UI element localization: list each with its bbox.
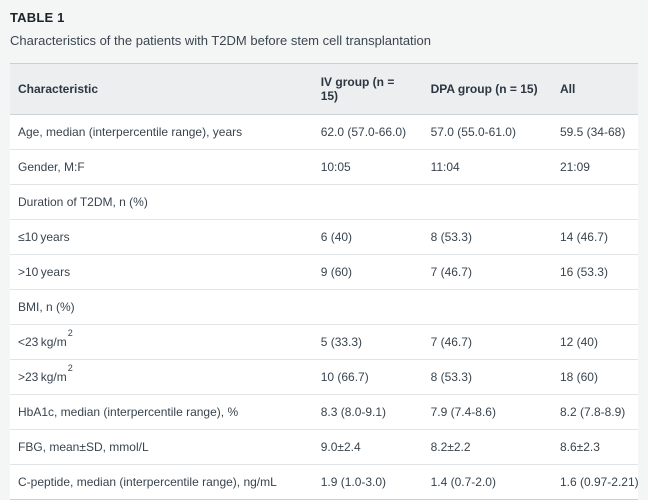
table-row: HbA1c, median (interpercentile range), %…: [10, 394, 638, 430]
table-row: Age, median (interpercentile range), yea…: [10, 114, 638, 150]
table-header: Characteristic IV group (n = 15) DPA gro…: [10, 63, 638, 115]
value-cell: [551, 289, 638, 325]
characteristic-cell: Duration of T2DM, n (%): [10, 184, 313, 220]
table-row: Duration of T2DM, n (%): [10, 184, 638, 220]
table-row: BMI, n (%): [10, 289, 638, 325]
superscript: 2: [67, 363, 73, 373]
table-label: TABLE 1: [10, 10, 65, 25]
value-cell: [312, 184, 423, 220]
value-cell: 1.9 (1.0-3.0): [320, 475, 387, 489]
value-cell: 57.0 (55.0-61.0): [422, 114, 552, 150]
value-cell: 7 (46.7): [422, 254, 552, 290]
value-cell: 9.0±2.4: [312, 429, 423, 465]
value-cell: 16 (53.3): [551, 254, 638, 290]
value-cell: 1.4 (0.7-2.0): [430, 475, 496, 489]
characteristic-cell: <23 kg/m2: [10, 324, 313, 360]
value-cell: [312, 289, 423, 325]
value-cell: 6 (40): [312, 219, 423, 255]
value-cell: 12 (40): [551, 324, 638, 360]
value-cell: 11:04: [422, 149, 552, 185]
value-cell: [422, 184, 552, 220]
value-cell: 10:05: [312, 149, 423, 185]
value-cell: 21:09: [551, 149, 638, 185]
table-body: Age, median (interpercentile range), yea…: [10, 114, 638, 500]
table-row: C-peptide, median (interpercentile range…: [10, 465, 638, 500]
value-cell: 14 (46.7): [551, 219, 638, 255]
value-cell: 62.0 (57.0-66.0): [312, 114, 423, 150]
value-cell: 59.5 (34-68): [551, 114, 638, 150]
characteristic-cell: Age, median (interpercentile range), yea…: [10, 114, 313, 150]
table-row: FBG, mean±SD, mmol/L 9.0±2.4 8.2±2.2 8.6±2.…: [10, 429, 638, 465]
characteristic-cell: HbA1c, median (interpercentile range), %: [10, 394, 313, 430]
column-header-characteristic: Characteristic: [10, 63, 313, 115]
value-cell: 7.9 (7.4-8.6): [422, 394, 552, 430]
value-cell: 8.2 (7.8-8.9): [551, 394, 638, 430]
characteristic-cell: BMI, n (%): [10, 289, 313, 325]
value-cell: 9 (60): [312, 254, 423, 290]
value-cell: 8.3 (8.0-9.1): [312, 394, 423, 430]
value-cell: 8 (53.3): [422, 219, 552, 255]
table-row: ≤10 years 6 (40) 8 (53.3) 14 (46.7): [10, 219, 638, 255]
value-cell: 10 (66.7): [312, 359, 423, 395]
value-cell: 8.2±2.2: [422, 429, 552, 465]
table-row: Gender, M:F 10:05 11:04 21:09: [10, 149, 638, 185]
characteristic-cell: >23 kg/m2: [10, 359, 313, 395]
value-cell: [551, 184, 638, 220]
characteristic-cell: Gender, M:F: [10, 149, 313, 185]
characteristics-table: Characteristic IV group (n = 15) DPA gro…: [10, 63, 638, 500]
table-row: >10 years 9 (60) 7 (46.7) 16 (53.3): [10, 254, 638, 290]
superscript: 2: [67, 328, 73, 338]
value-cell: 8 (53.3): [422, 359, 552, 395]
column-header-iv-group: IV group (n = 15): [312, 63, 423, 115]
table-caption: Characteristics of the patients with T2D…: [10, 33, 432, 48]
value-cell: 5 (33.3): [312, 324, 423, 360]
characteristic-cell: FBG, mean±SD, mmol/L: [10, 429, 313, 465]
table-row: >23 kg/m2 10 (66.7) 8 (53.3) 18 (60): [10, 359, 638, 395]
value-cell: 1.6 (0.97-2.21): [559, 475, 638, 489]
value-cell: [422, 289, 552, 325]
value-cell: 8.6±2.3: [551, 429, 638, 465]
column-header-dpa-group: DPA group (n = 15): [422, 63, 552, 115]
value-cell: 18 (60): [551, 359, 638, 395]
column-header-all: All: [551, 63, 638, 115]
table-header-row: Characteristic IV group (n = 15) DPA gro…: [10, 63, 638, 115]
characteristic-cell: ≤10 years: [10, 219, 313, 255]
characteristic-cell: C-peptide, median (interpercentile range…: [18, 475, 277, 489]
table-row: <23 kg/m2 5 (33.3) 7 (46.7) 12 (40): [10, 324, 638, 360]
value-cell: 7 (46.7): [422, 324, 552, 360]
characteristic-cell: >10 years: [10, 254, 313, 290]
